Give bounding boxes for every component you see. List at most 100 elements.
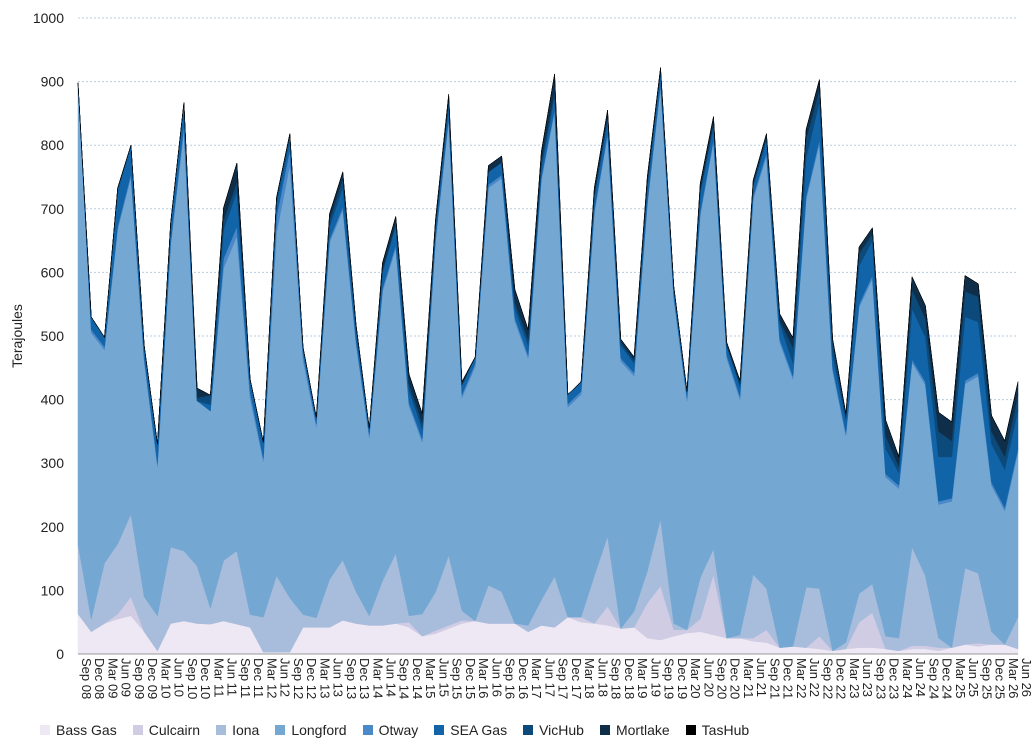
x-tick-label: Jun 18 (595, 658, 610, 697)
x-tick-label: Dec 17 (569, 658, 584, 699)
x-tick-label: Mar 22 (794, 658, 809, 698)
legend-swatch (275, 725, 286, 735)
x-tick-label: Mar 16 (476, 658, 491, 698)
x-tick-label: Dec 11 (251, 658, 266, 698)
legend-item: Otway (362, 722, 419, 738)
legend-swatch (132, 725, 143, 735)
x-tick-label: Mar 19 (635, 658, 650, 698)
x-tick-label: Mar 17 (529, 658, 544, 698)
legend-item: Longford (275, 722, 347, 738)
legend-swatch (599, 725, 610, 735)
y-tick-label: 600 (41, 264, 65, 280)
x-tick-label: Mar 14 (370, 658, 385, 698)
x-tick-label: Jun 13 (331, 658, 346, 697)
legend-item: TasHub (685, 722, 750, 738)
legend-swatch (434, 725, 445, 735)
legend-label: SEA Gas (450, 722, 508, 738)
legend-swatch (40, 725, 50, 735)
x-tick-label: Mar 15 (423, 658, 438, 698)
x-tick-label: Dec 19 (675, 658, 690, 699)
x-tick-label: Sep 14 (397, 658, 412, 699)
x-tick-label: Mar 21 (741, 658, 756, 698)
x-tick-label: Dec 08 (92, 658, 107, 699)
y-tick-label: 500 (41, 328, 65, 344)
x-tick-label: Dec 22 (834, 658, 849, 699)
area-tashub (77, 67, 1019, 457)
legend-item: SEA Gas (434, 722, 507, 738)
x-tick-label: Jun 20 (701, 658, 716, 697)
legend-swatch (216, 725, 227, 735)
x-tick-label: Dec 21 (781, 658, 796, 699)
legend-label: Iona (232, 722, 260, 738)
y-tick-label: 100 (41, 582, 65, 598)
x-tick-label: Dec 25 (993, 658, 1008, 699)
x-tick-label: Dec 15 (463, 658, 478, 699)
x-tick-label: Dec 12 (304, 658, 319, 699)
x-tick-label: Mar 10 (158, 658, 173, 698)
x-tick-label: Mar 24 (900, 658, 915, 698)
x-tick-label: Jun 22 (807, 658, 822, 697)
x-tick-label: Dec 09 (145, 658, 160, 699)
x-tick-label: Jun 17 (542, 658, 557, 697)
x-tick-label: Jun 15 (436, 658, 451, 697)
x-tick-label: Dec 18 (622, 658, 637, 699)
x-tick-label: Sep 24 (926, 658, 941, 699)
y-tick-label: 300 (41, 455, 65, 471)
legend-label: VicHub (539, 722, 584, 738)
x-tick-label: Sep 11 (238, 658, 253, 698)
legend-swatch (362, 725, 373, 735)
x-tick-label: Jun 19 (648, 658, 663, 697)
y-axis-title: Terajoules (9, 304, 25, 368)
legend-swatch (523, 725, 534, 735)
x-tick-label: Mar 18 (582, 658, 597, 698)
x-tick-label: Mar 13 (317, 658, 332, 698)
x-tick-label: Dec 24 (940, 658, 955, 699)
x-tick-label: Sep 08 (79, 658, 94, 699)
x-tick-label: Jun 21 (754, 658, 769, 697)
x-tick-label: Sep 19 (662, 658, 677, 699)
x-tick-label: Sep 23 (873, 658, 888, 699)
legend-item: Mortlake (599, 722, 670, 738)
x-tick-label: Jun 14 (384, 658, 399, 697)
x-tick-label: Jun 10 (172, 658, 187, 697)
legend-item: Bass Gas (40, 722, 117, 738)
legend: Bass Gas Culcairn Iona Longford Otway SEA Gas… (40, 720, 765, 740)
legend-item: Culcairn (132, 722, 201, 738)
x-tick-label: Mar 11 (211, 658, 226, 698)
area-longford (77, 86, 1019, 652)
x-tick-label: Sep 25 (979, 658, 994, 699)
y-tick-label: 0 (56, 646, 64, 662)
x-tick-label: Sep 15 (450, 658, 465, 699)
x-tick-label: Mar 09 (105, 658, 120, 698)
x-tick-label: Sep 09 (132, 658, 147, 699)
x-tick-label: Dec 23 (887, 658, 902, 699)
legend-label: TasHub (701, 722, 750, 738)
x-tick-label: Sep 18 (609, 658, 624, 699)
x-tick-label: Jun 26 (1019, 658, 1034, 697)
y-tick-label: 400 (41, 392, 65, 408)
x-tick-label: Sep 16 (503, 658, 518, 699)
x-tick-label: Jun 24 (913, 658, 928, 697)
x-tick-label: Mar 26 (1006, 658, 1021, 698)
x-tick-label: Dec 13 (357, 658, 372, 699)
x-tick-label: Jun 23 (860, 658, 875, 697)
y-tick-label: 200 (41, 519, 65, 535)
y-tick-label: 800 (41, 137, 65, 153)
legend-label: Culcairn (148, 722, 201, 738)
y-tick-labels: 0 100 200 300 400 500 600 700 800 900 1000 (33, 10, 64, 662)
legend-label: Longford (291, 722, 347, 738)
x-tick-label: Sep 22 (820, 658, 835, 699)
x-tick-label: Sep 12 (291, 658, 306, 699)
x-tick-label: Sep 13 (344, 658, 359, 699)
stacked-areas (77, 67, 1019, 655)
y-tick-label: 1000 (33, 10, 64, 26)
legend-label: Otway (378, 722, 419, 738)
x-tick-label: Dec 16 (516, 658, 531, 699)
x-tick-label: Jun 09 (119, 658, 134, 697)
x-tick-label: Dec 14 (410, 658, 425, 699)
x-tick-label: Sep 20 (714, 658, 729, 699)
x-tick-label: Jun 12 (278, 658, 293, 697)
legend-label: Mortlake (615, 722, 670, 738)
